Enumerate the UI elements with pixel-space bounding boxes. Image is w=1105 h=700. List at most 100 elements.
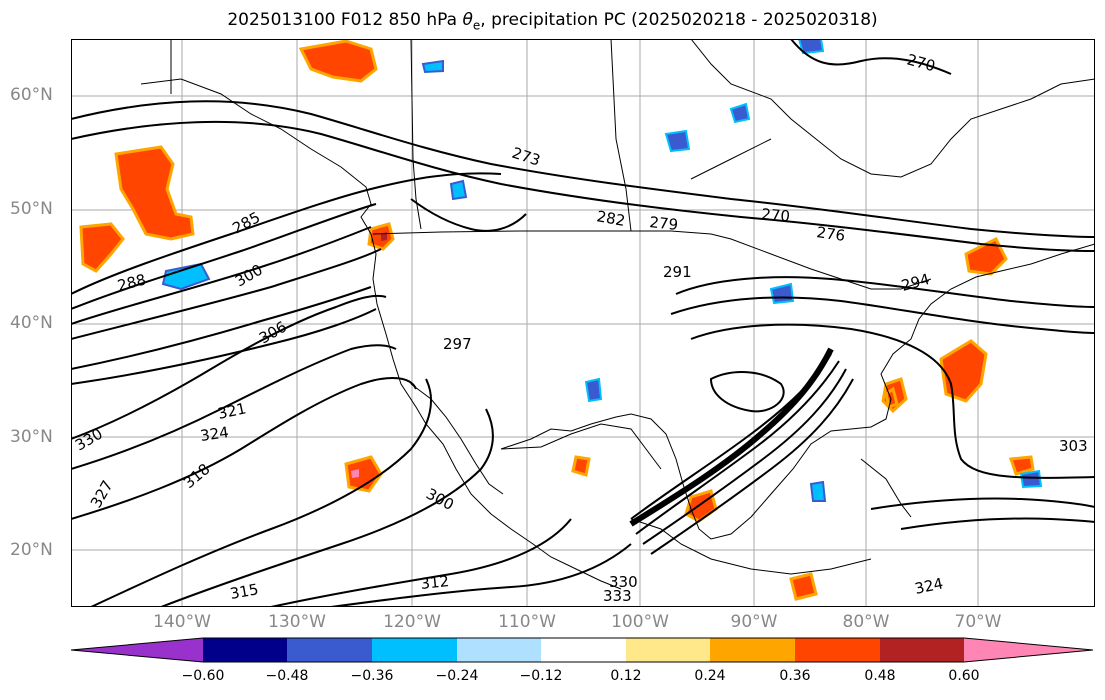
coastline — [750, 243, 1095, 518]
contour-label: 300 — [423, 485, 457, 514]
colorbar-segments — [71, 638, 1093, 662]
contour-label: 270 — [905, 50, 937, 75]
border — [610, 39, 632, 232]
colorbar-tick: 0.36 — [779, 668, 811, 684]
contour — [670, 296, 1095, 334]
colorbar-segment — [710, 638, 795, 662]
map-frame — [71, 39, 1095, 607]
contour-label: 282 — [595, 207, 626, 230]
graticule — [71, 39, 1095, 607]
lat-label-40n: 40°N — [10, 313, 53, 333]
contour — [160, 408, 494, 607]
colorbar-segment — [203, 638, 287, 662]
contour — [71, 286, 372, 370]
contour-label: 300 — [232, 261, 266, 291]
contour — [71, 248, 382, 340]
precip-negative-areas — [161, 39, 1043, 502]
lon-label-110w: 110°W — [498, 612, 556, 632]
lon-label-120w: 120°W — [383, 612, 441, 632]
contour-label: 324 — [913, 574, 945, 598]
contour-label: 312 — [420, 572, 450, 593]
contour-label: 273 — [510, 144, 543, 170]
contour — [642, 368, 847, 545]
precip-area — [584, 377, 603, 403]
contour-labels: 273 282 279 270 276 291 285 288 300 306 … — [72, 50, 1088, 605]
contour-label: 318 — [180, 460, 214, 492]
lon-label-140w: 140°W — [153, 612, 211, 632]
coastline — [690, 39, 1095, 178]
contour — [900, 517, 1095, 530]
contour-label: 297 — [443, 335, 472, 353]
contour-label: 270 — [761, 205, 791, 225]
colorbar-segment — [457, 638, 541, 662]
precip-area — [79, 222, 125, 273]
colorbar — [70, 637, 1094, 663]
colorbar-tick: −0.36 — [350, 668, 394, 684]
colorbar-segment — [71, 638, 203, 662]
precip-area — [421, 59, 444, 74]
colorbar-segment — [964, 638, 1093, 662]
contour-label: 324 — [199, 423, 230, 445]
contour-label: 303 — [1059, 437, 1088, 455]
colorbar-tick: 0.60 — [948, 668, 980, 684]
contour — [71, 120, 1095, 252]
lon-label-90w: 90°W — [730, 612, 778, 632]
precip-area — [789, 572, 818, 601]
coastline — [860, 458, 912, 518]
lat-label-20n: 20°N — [10, 540, 53, 560]
coastline — [500, 413, 752, 540]
precip-area — [351, 469, 359, 478]
colorbar-tick: 0.24 — [694, 668, 726, 684]
chart-title: 2025013100 F012 850 hPa θe, precipitatio… — [227, 10, 878, 33]
contour-label: 288 — [116, 270, 148, 294]
contour-label: 285 — [229, 208, 263, 237]
lat-label-60n: 60°N — [10, 85, 53, 105]
map-panel: 273 282 279 270 276 291 285 288 300 306 … — [71, 39, 1095, 607]
contour-label: 330 — [72, 425, 106, 455]
contour — [410, 198, 527, 232]
precip-area — [1008, 455, 1035, 476]
contour — [870, 497, 1095, 510]
colorbar-tick: −0.12 — [519, 668, 563, 684]
lat-label-30n: 30°N — [10, 427, 53, 447]
colorbar-segment — [880, 638, 964, 662]
theta-e-contours — [71, 39, 1095, 607]
border — [690, 138, 772, 180]
contour — [709, 371, 785, 413]
contour — [675, 276, 1095, 308]
contour — [71, 203, 377, 310]
border — [372, 230, 932, 290]
coastline — [630, 518, 872, 575]
precip-area — [769, 282, 795, 305]
precip-area — [729, 102, 751, 124]
precip-area — [797, 39, 825, 55]
lat-label-50n: 50°N — [10, 199, 53, 219]
contour — [71, 100, 1095, 238]
contour — [790, 39, 952, 75]
colorbar-tick: 0.48 — [864, 668, 896, 684]
colorbar-tick: −0.48 — [265, 668, 309, 684]
contour-label: 291 — [663, 263, 692, 281]
contour-label: 294 — [899, 270, 931, 295]
coastline — [410, 383, 504, 495]
contour — [270, 518, 572, 607]
precip-area — [809, 480, 827, 502]
contour — [635, 360, 840, 535]
contour-label: 333 — [603, 587, 632, 605]
lon-label-130w: 130°W — [268, 612, 326, 632]
contour — [71, 377, 417, 520]
colorbar-tick: −0.24 — [435, 668, 479, 684]
contour-label: 330 — [609, 573, 638, 591]
colorbar-segment — [626, 638, 710, 662]
colorbar-segment — [372, 638, 457, 662]
contour — [690, 323, 1095, 479]
contour-label: 279 — [649, 213, 679, 234]
precip-area — [571, 455, 591, 477]
precip-positive-areas — [79, 39, 1035, 601]
colorbar-segment — [287, 638, 372, 662]
lon-label-100w: 100°W — [611, 612, 669, 632]
precip-area — [344, 455, 383, 493]
contour-label: 321 — [216, 399, 248, 423]
border — [500, 423, 662, 470]
colorbar-outline — [70, 637, 1094, 663]
